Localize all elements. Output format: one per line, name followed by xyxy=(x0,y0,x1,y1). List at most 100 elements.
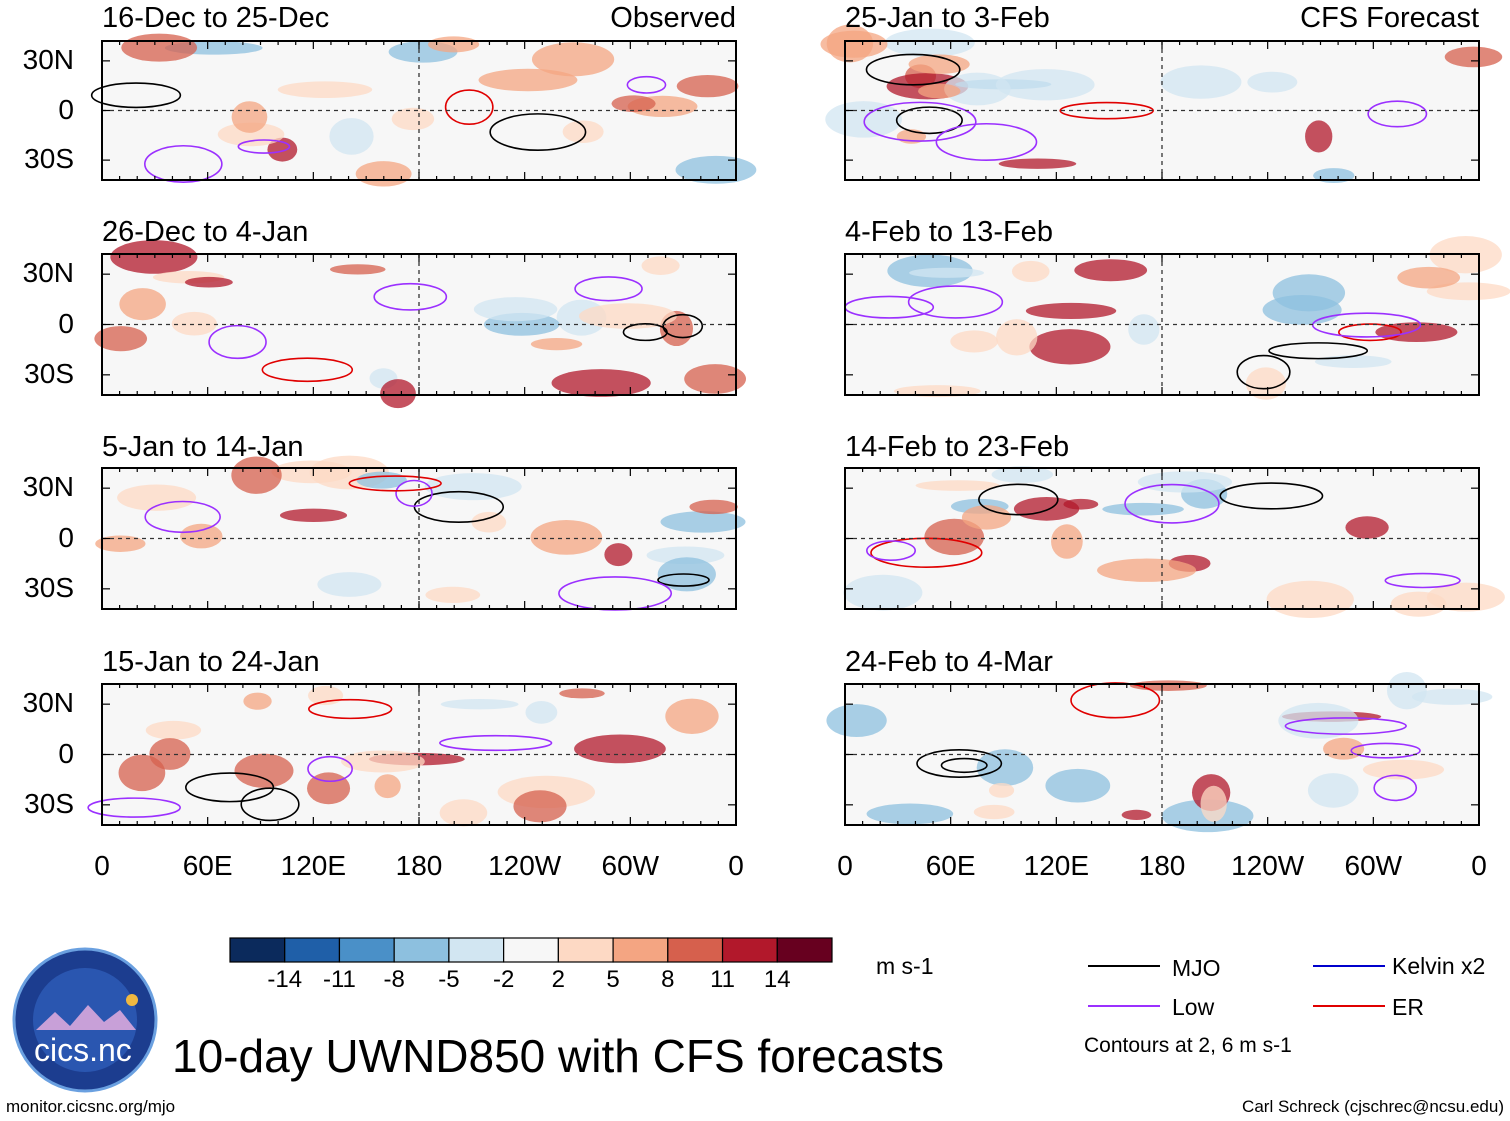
anomaly-patch xyxy=(896,129,927,144)
legend-label-low: Low xyxy=(1172,994,1215,1020)
contour-line xyxy=(870,537,983,568)
anomaly-patch xyxy=(243,692,272,710)
anomaly-patch xyxy=(471,511,507,533)
panel-title-right-2: 14-Feb to 23-Feb xyxy=(845,431,1070,463)
contour-line xyxy=(1236,354,1291,390)
y-tick-label: 30S xyxy=(24,571,74,603)
map-frame xyxy=(101,253,737,396)
anomaly-patch xyxy=(277,81,373,98)
contour-line xyxy=(1268,342,1369,360)
map-background xyxy=(102,468,736,609)
panel-title-right-1: 4-Feb to 13-Feb xyxy=(845,216,1053,248)
anomaly-patch xyxy=(1137,471,1233,493)
anomaly-patch xyxy=(1345,516,1389,539)
anomaly-patch xyxy=(1444,46,1503,68)
colorbar-box xyxy=(448,937,505,963)
anomaly-patch xyxy=(551,369,651,397)
contour-line xyxy=(916,749,1003,778)
contour-line xyxy=(1059,101,1154,120)
map-background xyxy=(845,468,1479,609)
anomaly-patch xyxy=(307,685,344,706)
colorbar-level-label: 2 xyxy=(551,966,566,993)
map-background xyxy=(102,684,736,825)
contour-line xyxy=(844,295,935,319)
anomaly-patch xyxy=(955,79,1052,90)
anomaly-patch xyxy=(627,95,698,118)
contour-line xyxy=(144,500,221,534)
contour-line xyxy=(208,324,267,360)
map-frame xyxy=(101,467,737,610)
y-tick-label: 0 xyxy=(58,521,74,553)
y-tick-label: 30N xyxy=(22,471,74,503)
colorbar-box xyxy=(667,937,724,963)
anomaly-patch xyxy=(675,155,757,184)
map-frame xyxy=(844,467,1480,610)
anomaly-patch xyxy=(996,319,1038,356)
anomaly-patch xyxy=(578,303,677,329)
contour-line xyxy=(940,757,988,774)
contour-line xyxy=(558,576,673,611)
anomaly-patch xyxy=(231,101,268,133)
anomaly-patch xyxy=(611,95,656,112)
anomaly-patch xyxy=(483,312,560,336)
map-frame xyxy=(844,40,1480,181)
anomaly-patch xyxy=(826,704,887,738)
logo-disc xyxy=(12,947,158,1093)
anomaly-patch xyxy=(562,120,604,144)
anomaly-patch xyxy=(1245,367,1287,400)
x-tick-label: 120E xyxy=(280,850,347,881)
x-tick-label: 60E xyxy=(925,850,976,881)
anomaly-patch xyxy=(531,42,615,77)
contour-line xyxy=(662,313,704,339)
anomaly-patch xyxy=(440,699,519,710)
anomaly-patch xyxy=(1029,329,1111,365)
anomaly-patch xyxy=(149,738,191,770)
anomaly-patch xyxy=(950,498,1009,514)
legend-contour-note: Contours at 2, 6 m s-1 xyxy=(1084,1034,1292,1057)
x-tick-label: 60E xyxy=(182,850,233,881)
map-panel-right-0 xyxy=(820,24,1503,184)
anomaly-patch xyxy=(388,41,458,63)
contour-line xyxy=(1124,483,1220,524)
anomaly-patch xyxy=(1307,773,1359,808)
contour-line xyxy=(90,82,182,109)
contour-line xyxy=(866,540,916,562)
x-tick-label: 180 xyxy=(1138,850,1186,881)
anomaly-patch xyxy=(574,734,666,764)
anomaly-patch xyxy=(1025,302,1117,319)
contour-line xyxy=(978,483,1059,516)
contour-line xyxy=(863,101,977,142)
contour-line xyxy=(87,797,181,818)
map-frame xyxy=(844,683,1480,826)
anomaly-patch xyxy=(1411,688,1493,705)
contour-line xyxy=(1284,717,1407,735)
anomaly-patch xyxy=(646,546,725,565)
contour-line xyxy=(622,323,668,342)
anomaly-patch xyxy=(1305,120,1333,153)
panel-title-left-2: 5-Jan to 14-Jan xyxy=(102,431,304,463)
map-background xyxy=(102,254,736,395)
anomaly-patch xyxy=(95,535,146,552)
contour-line xyxy=(935,122,1038,161)
map-panel-left-3 xyxy=(87,683,737,827)
x-tick-label: 120W xyxy=(1231,850,1305,881)
contour-line xyxy=(657,573,710,587)
panel-tag-left: Observed xyxy=(610,2,736,34)
y-tick-label: 30S xyxy=(24,787,74,819)
anomaly-patch xyxy=(1429,236,1502,274)
contour-line xyxy=(348,475,442,492)
colorbar-box xyxy=(776,937,833,963)
panel-title-left-3: 15-Jan to 24-Jan xyxy=(102,646,320,678)
anomaly-patch xyxy=(439,799,488,827)
y-tick-label: 30S xyxy=(24,357,74,389)
anomaly-patch xyxy=(1323,737,1365,760)
anomaly-patch xyxy=(267,137,298,162)
map-frame xyxy=(101,683,737,826)
anomaly-patch xyxy=(988,782,1015,798)
cics-logo xyxy=(12,947,158,1093)
x-tick-label: 0 xyxy=(94,850,110,881)
colorbar-level-label: -5 xyxy=(438,966,460,993)
anomaly-patch xyxy=(1045,768,1111,803)
anomaly-patch xyxy=(1266,580,1354,619)
